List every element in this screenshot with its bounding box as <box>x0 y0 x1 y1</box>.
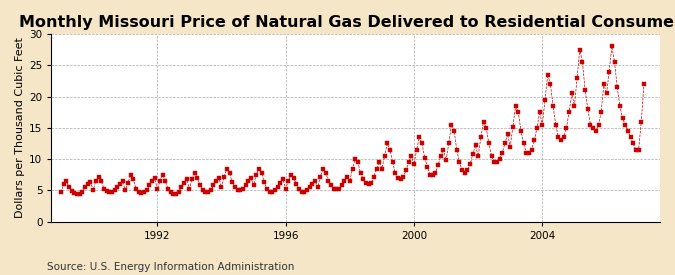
Title: Monthly Missouri Price of Natural Gas Delivered to Residential Consumers: Monthly Missouri Price of Natural Gas De… <box>20 15 675 30</box>
Text: Source: U.S. Energy Information Administration: Source: U.S. Energy Information Administ… <box>47 262 294 272</box>
Y-axis label: Dollars per Thousand Cubic Feet: Dollars per Thousand Cubic Feet <box>15 37 25 218</box>
